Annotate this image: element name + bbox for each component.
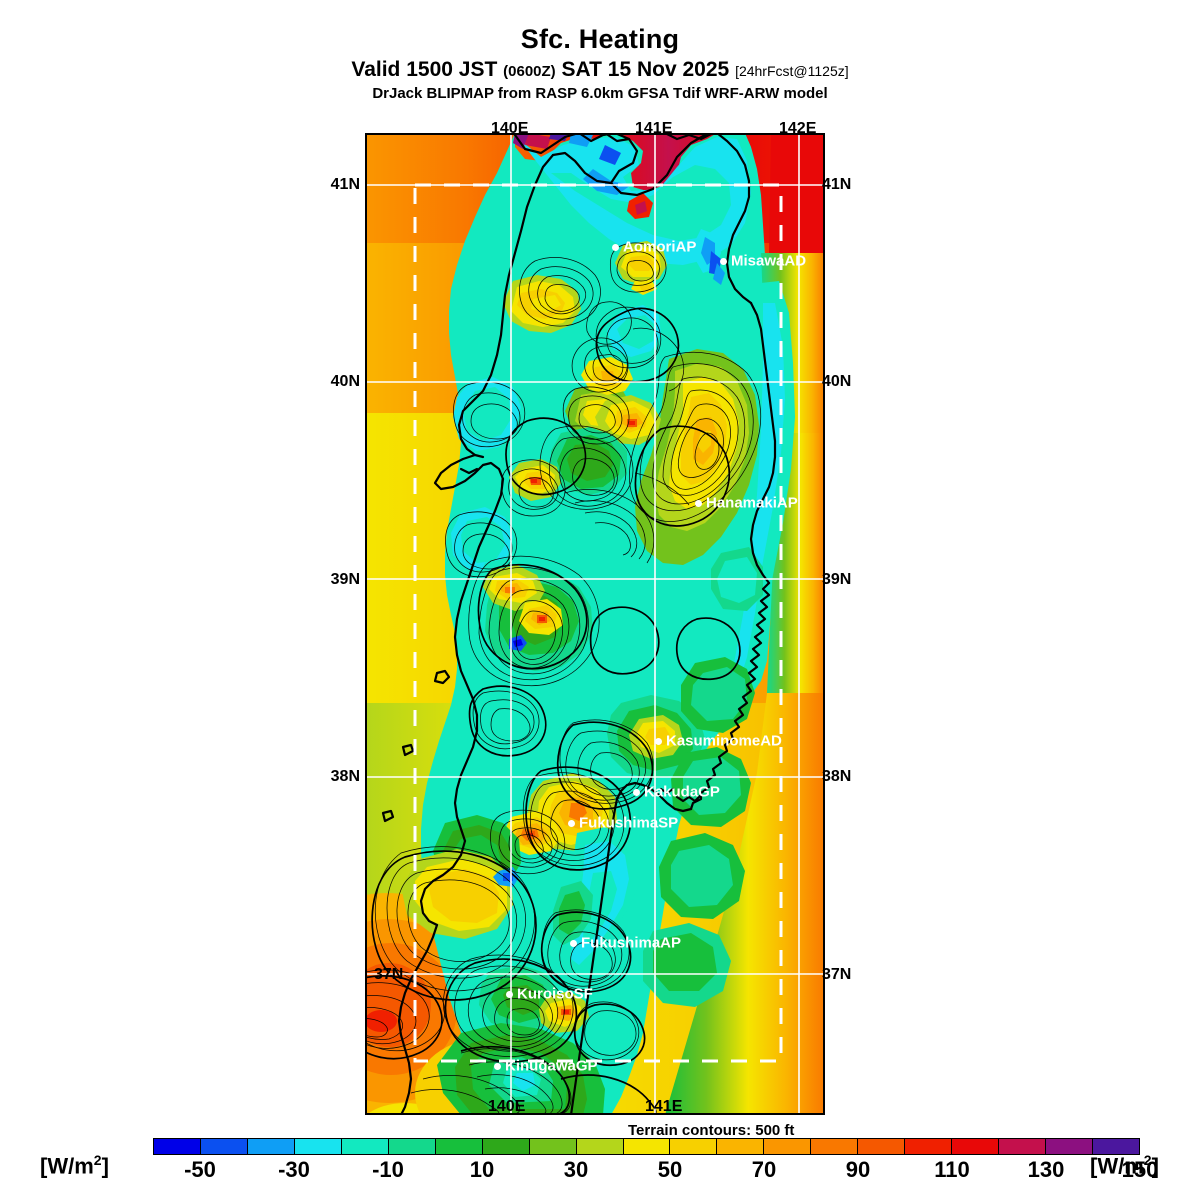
color-scale-tick-label: 90 <box>845 1157 871 1182</box>
lon-tick-top-141e: 141E <box>635 120 673 137</box>
station-name: HanamakiAP <box>706 494 798 512</box>
color-swatch <box>858 1139 906 1154</box>
color-scale-tick-label: -30 <box>278 1157 310 1182</box>
station-label: MisawaAD <box>720 253 806 269</box>
valid-time-subtitle: Valid 1500 JST (0600Z) SAT 15 Nov 2025 [… <box>0 58 1200 82</box>
unit-label-right: [W/m2] <box>1090 1152 1159 1179</box>
color-scale-tick-label: 10 <box>469 1157 495 1182</box>
lat-tick-left-38n: 38N <box>330 768 360 785</box>
color-scale-tick-label: -10 <box>372 1157 404 1182</box>
color-swatch <box>670 1139 718 1154</box>
unit-exponent-right: 2 <box>1143 1152 1152 1168</box>
color-swatch <box>811 1139 859 1154</box>
model-source-line: DrJack BLIPMAP from RASP 6.0km GFSA Tdif… <box>372 85 828 102</box>
color-scale-bar[interactable] <box>153 1138 1140 1155</box>
lat-tick-inside-37n: 37N <box>374 966 404 983</box>
color-scale-tick-label: 150 <box>1121 1157 1159 1182</box>
station-label: KuroisoSF <box>506 986 593 1002</box>
color-swatch <box>482 1139 530 1154</box>
station-name: KasuminomeAD <box>666 732 782 750</box>
lon-tick-bottom-140e: 140E <box>488 1098 526 1115</box>
unit-base-left: [W/m <box>40 1153 94 1179</box>
station-marker-dot <box>720 257 727 265</box>
station-name: FukushimaAP <box>581 934 682 952</box>
lon-tick-bottom-141e: 141E <box>645 1098 683 1115</box>
color-swatch <box>905 1139 953 1154</box>
color-swatch <box>294 1139 342 1154</box>
station-label: HanamakiAP <box>695 495 798 511</box>
color-scale-tick-label: 70 <box>751 1157 777 1182</box>
station-marker-dot <box>695 499 702 507</box>
station-marker-dot <box>633 788 640 796</box>
station-label: FukushimaAP <box>570 935 681 951</box>
color-swatch <box>154 1139 201 1154</box>
lat-tick-right-40n: 40N <box>822 373 852 390</box>
valid-time-utc: (0600Z) <box>503 63 556 80</box>
station-name: FukushimaSP <box>579 814 679 832</box>
color-swatch <box>435 1139 483 1154</box>
valid-time-main: Valid 1500 JST <box>351 58 498 81</box>
color-swatch <box>623 1139 671 1154</box>
station-label: KinugawaGP <box>494 1058 598 1074</box>
station-name: KakudaGP <box>644 783 720 801</box>
color-scale-tick-label: -50 <box>184 1157 216 1182</box>
color-swatch <box>341 1139 389 1154</box>
lat-tick-right-39n: 39N <box>822 571 852 588</box>
forecast-tag: [24hrFcst@1125z] <box>735 63 849 79</box>
color-scale-tick-label: 130 <box>1027 1157 1065 1182</box>
station-name: KinugawaGP <box>505 1057 598 1075</box>
lat-tick-left-41n: 41N <box>330 176 360 193</box>
station-label: AomoriAP <box>612 239 696 255</box>
color-swatch <box>1093 1139 1140 1154</box>
unit-base-right: [W/m <box>1090 1153 1144 1179</box>
lon-tick-top-142e: 142E <box>779 120 817 137</box>
station-label: KasuminomeAD <box>655 733 782 749</box>
terrain-contour-note: Terrain contours: 500 ft <box>628 1122 795 1139</box>
color-swatch <box>529 1139 577 1154</box>
unit-exponent-left: 2 <box>93 1152 102 1168</box>
color-swatch <box>999 1139 1047 1154</box>
station-marker-dot <box>570 939 577 947</box>
color-swatch <box>1046 1139 1094 1154</box>
lat-tick-left-40n: 40N <box>330 373 360 390</box>
station-name: KuroisoSF <box>517 985 593 1003</box>
page-title: Sfc. Heating <box>520 24 680 54</box>
color-scale-ticks: -50 -30 -10 10 30 50 70 90 110 130 150 <box>153 1157 1158 1185</box>
color-swatch <box>952 1139 1000 1154</box>
station-marker-dot <box>655 737 662 745</box>
station-marker-dot <box>612 243 619 251</box>
color-swatch <box>717 1139 765 1154</box>
color-scale-tick-label: 30 <box>563 1157 589 1182</box>
unit-tail-left: ] <box>101 1153 109 1179</box>
color-scale-tick-label: 110 <box>934 1157 970 1182</box>
lat-tick-right-38n: 38N <box>822 768 852 785</box>
color-swatch <box>576 1139 624 1154</box>
map-panel[interactable] <box>365 133 825 1115</box>
unit-tail-right: ] <box>1151 1153 1159 1179</box>
color-scale-tick-label: 50 <box>657 1157 683 1182</box>
color-swatch <box>388 1139 436 1154</box>
lat-tick-right-41n: 41N <box>822 176 852 193</box>
color-swatch <box>764 1139 812 1154</box>
lon-tick-top-140e: 140E <box>491 120 529 137</box>
station-marker-dot <box>506 990 513 998</box>
station-label: FukushimaSP <box>568 815 678 831</box>
lat-tick-left-39n: 39N <box>330 571 360 588</box>
station-name: AomoriAP <box>623 238 697 256</box>
color-swatch <box>247 1139 295 1154</box>
station-marker-dot <box>494 1062 501 1070</box>
color-swatch <box>200 1139 248 1154</box>
surface-heating-field <box>365 133 825 1115</box>
unit-label-left: [W/m2] <box>40 1152 109 1179</box>
station-marker-dot <box>568 819 575 827</box>
lat-tick-right-37n: 37N <box>822 966 852 983</box>
station-label: KakudaGP <box>633 784 720 800</box>
station-name: MisawaAD <box>731 252 807 270</box>
valid-date: SAT 15 Nov 2025 <box>561 58 730 81</box>
